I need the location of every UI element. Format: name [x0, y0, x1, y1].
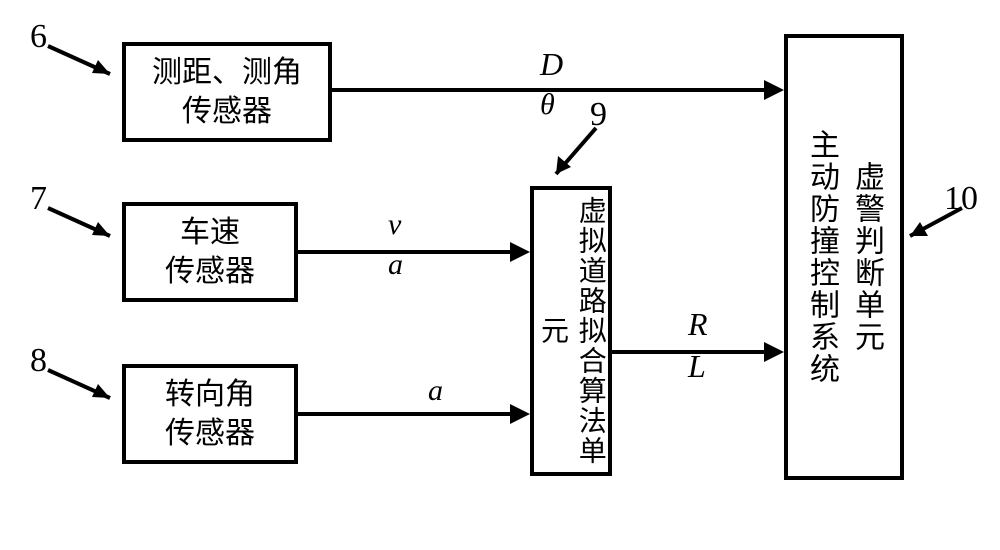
sensor-distance-angle-box: 测距、测角 传感器	[122, 42, 332, 142]
arrowhead-sensor3-algo	[510, 404, 530, 424]
line2: 传感器	[165, 417, 255, 450]
algorithm-unit-box: 虚拟道路拟合算法单元	[530, 186, 612, 476]
sensor-steering-box: 转向角 传感器	[122, 364, 298, 464]
sensor-speed-box: 车速 传感器	[122, 202, 298, 302]
edge-label-a2: a	[428, 374, 443, 408]
sensor-distance-angle-label: 测距、测角 传感器	[152, 53, 302, 131]
sensor-speed-label: 车速 传感器	[165, 213, 255, 291]
label-arrow-8	[42, 364, 132, 414]
label-9: 9	[590, 96, 607, 134]
algorithm-unit-label: 虚拟道路拟合算法单元	[533, 190, 609, 472]
arrowhead-sensor1-control	[764, 80, 784, 100]
edge-label-L: L	[688, 348, 706, 385]
edge-label-R: R	[688, 306, 708, 343]
label-7: 7	[30, 180, 47, 218]
line1: 车速	[180, 216, 240, 249]
arrowhead-algo-control	[764, 342, 784, 362]
line2: 传感器	[182, 95, 272, 128]
label-10: 10	[944, 180, 978, 218]
edge-label-v: v	[388, 208, 401, 242]
edge-label-D: D	[540, 46, 563, 83]
line1: 测距、测角	[152, 56, 302, 89]
line1: 转向角	[165, 378, 255, 411]
edge-label-a1: a	[388, 248, 403, 282]
arrowhead-sensor2-algo	[510, 242, 530, 262]
control-unit-box: 主动防撞控制系统 虚警判断单元	[784, 34, 904, 480]
label-6: 6	[30, 18, 47, 56]
label-arrow-7	[42, 202, 132, 252]
label-arrow-6	[42, 40, 132, 90]
sensor-steering-label: 转向角 传感器	[165, 375, 255, 453]
line2: 传感器	[165, 255, 255, 288]
control-unit-label: 主动防撞控制系统 虚警判断单元	[799, 129, 889, 385]
edge-sensor3-algo	[298, 412, 512, 416]
edge-sensor2-algo	[298, 250, 512, 254]
label-8: 8	[30, 342, 47, 380]
edge-label-theta: θ	[540, 88, 555, 122]
